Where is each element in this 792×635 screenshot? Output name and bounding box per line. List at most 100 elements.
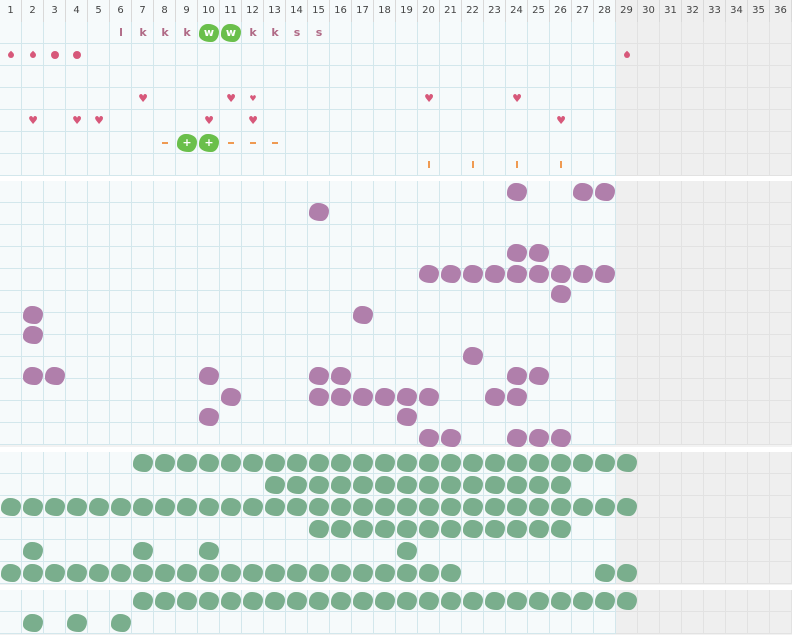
purple-blob[interactable]	[573, 264, 593, 283]
grid-cell[interactable]	[220, 225, 242, 247]
grid-cell[interactable]	[682, 88, 704, 110]
grid-cell[interactable]	[528, 313, 550, 335]
green-blob[interactable]	[353, 564, 373, 582]
grid-cell[interactable]	[44, 474, 66, 496]
grid-cell[interactable]	[220, 474, 242, 496]
grid-cell[interactable]	[0, 132, 22, 154]
green-blob[interactable]	[463, 476, 483, 494]
grid-cell[interactable]	[0, 154, 22, 176]
grid-cell[interactable]	[0, 423, 22, 445]
green-blob[interactable]	[243, 498, 263, 516]
grid-cell[interactable]	[594, 291, 616, 313]
grid-cell[interactable]	[506, 540, 528, 562]
grid-cell[interactable]	[264, 379, 286, 401]
grid-cell[interactable]	[462, 22, 484, 44]
grid-cell[interactable]	[704, 181, 726, 203]
grid-cell[interactable]	[594, 110, 616, 132]
grid-cell[interactable]	[176, 401, 198, 423]
purple-blob[interactable]	[353, 387, 373, 406]
heart-icon[interactable]: ♥	[424, 92, 434, 105]
green-blob[interactable]	[331, 454, 351, 472]
grid-cell[interactable]	[0, 225, 22, 247]
grid-cell[interactable]	[66, 313, 88, 335]
grid-cell[interactable]	[22, 88, 44, 110]
green-blob[interactable]	[397, 454, 417, 472]
grid-cell[interactable]	[396, 88, 418, 110]
grid-cell[interactable]	[594, 335, 616, 357]
grid-cell[interactable]	[770, 247, 792, 269]
grid-cell[interactable]	[616, 612, 638, 634]
grid-cell[interactable]	[748, 203, 770, 225]
grid-cell[interactable]	[748, 269, 770, 291]
grid-cell[interactable]	[110, 335, 132, 357]
grid-cell[interactable]	[374, 44, 396, 66]
grid-cell[interactable]	[726, 225, 748, 247]
grid-cell[interactable]	[352, 66, 374, 88]
grid-cell[interactable]	[242, 401, 264, 423]
grid-cell[interactable]	[704, 518, 726, 540]
grid-cell[interactable]	[88, 612, 110, 634]
grid-cell[interactable]	[528, 562, 550, 584]
grid-cell[interactable]	[770, 110, 792, 132]
grid-cell[interactable]	[286, 110, 308, 132]
green-blob[interactable]	[45, 498, 65, 516]
grid-cell[interactable]	[440, 225, 462, 247]
grid-cell[interactable]	[726, 379, 748, 401]
grid-cell[interactable]	[88, 181, 110, 203]
grid-cell[interactable]	[748, 110, 770, 132]
grid-cell[interactable]	[176, 44, 198, 66]
grid-cell[interactable]	[264, 225, 286, 247]
grid-cell[interactable]	[0, 88, 22, 110]
green-blob[interactable]	[529, 520, 549, 538]
purple-blob[interactable]	[507, 387, 527, 406]
green-blob[interactable]	[617, 454, 637, 472]
green-blob[interactable]	[441, 454, 461, 472]
grid-cell[interactable]	[110, 66, 132, 88]
purple-blob[interactable]	[573, 183, 593, 201]
green-blob[interactable]	[111, 614, 131, 632]
grid-cell[interactable]	[682, 423, 704, 445]
grid-cell[interactable]	[264, 401, 286, 423]
grid-cell[interactable]	[88, 110, 110, 132]
grid-cell[interactable]	[770, 313, 792, 335]
grid-cell[interactable]	[748, 401, 770, 423]
purple-blob[interactable]	[419, 428, 439, 447]
grid-cell[interactable]	[66, 66, 88, 88]
grid-cell[interactable]	[286, 247, 308, 269]
grid-cell[interactable]	[682, 518, 704, 540]
purple-blob[interactable]	[507, 264, 527, 283]
grid-cell[interactable]	[198, 474, 220, 496]
grid-cell[interactable]	[88, 474, 110, 496]
grid-cell[interactable]	[286, 66, 308, 88]
grid-cell[interactable]	[748, 335, 770, 357]
grid-cell[interactable]	[66, 474, 88, 496]
purple-blob[interactable]	[485, 264, 505, 283]
green-blob[interactable]	[397, 542, 417, 560]
grid-cell[interactable]	[462, 379, 484, 401]
grid-cell[interactable]	[748, 154, 770, 176]
grid-cell[interactable]	[462, 291, 484, 313]
grid-cell[interactable]	[352, 44, 374, 66]
grid-cell[interactable]	[660, 612, 682, 634]
grid-cell[interactable]	[44, 247, 66, 269]
grid-cell[interactable]	[264, 154, 286, 176]
green-blob[interactable]	[617, 498, 637, 516]
grid-cell[interactable]	[594, 22, 616, 44]
grid-cell[interactable]	[704, 247, 726, 269]
grid-cell[interactable]	[396, 225, 418, 247]
grid-cell[interactable]	[770, 540, 792, 562]
grid-cell[interactable]	[264, 291, 286, 313]
grid-cell[interactable]	[242, 110, 264, 132]
grid-cell[interactable]	[638, 154, 660, 176]
grid-cell[interactable]	[704, 612, 726, 634]
heart-icon[interactable]: ♥	[556, 114, 566, 127]
grid-cell[interactable]	[286, 132, 308, 154]
green-blob[interactable]	[89, 498, 109, 516]
grid-cell[interactable]	[88, 590, 110, 612]
grid-cell[interactable]	[220, 154, 242, 176]
grid-cell[interactable]	[352, 247, 374, 269]
green-blob[interactable]	[199, 454, 219, 472]
grid-cell[interactable]	[660, 66, 682, 88]
grid-cell[interactable]	[418, 313, 440, 335]
grid-cell[interactable]	[462, 225, 484, 247]
